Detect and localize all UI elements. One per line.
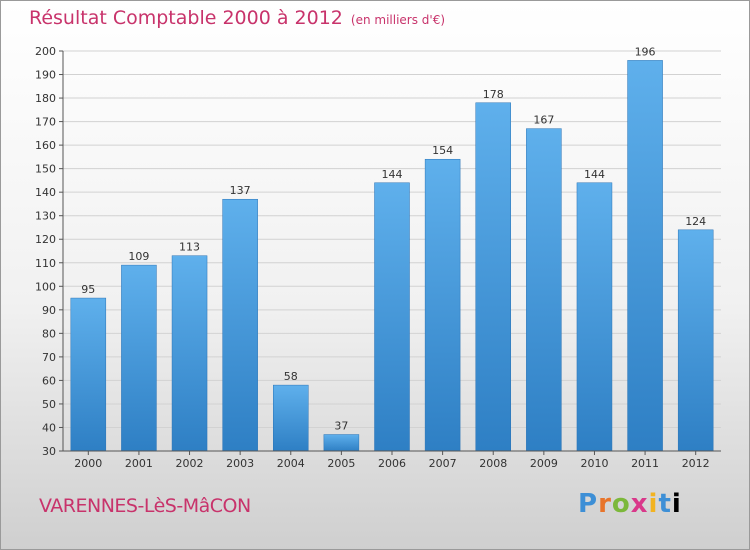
bar-value-label: 109 xyxy=(128,250,149,263)
y-tick-label: 180 xyxy=(35,92,56,105)
logo-letter: x xyxy=(630,489,649,519)
y-tick-label: 170 xyxy=(35,116,56,129)
logo-letter: t xyxy=(658,489,672,519)
logo-letter: i xyxy=(671,489,682,519)
bar xyxy=(424,158,461,452)
y-tick-label: 100 xyxy=(35,280,56,293)
x-tick-label: 2001 xyxy=(125,457,153,470)
bar-value-label: 137 xyxy=(230,184,251,197)
bar xyxy=(121,264,157,452)
x-tick-label: 2005 xyxy=(327,457,355,470)
chart-title: Résultat Comptable 2000 à 2012 (en millie… xyxy=(29,7,445,29)
bar-value-label: 144 xyxy=(584,168,605,181)
y-tick-label: 110 xyxy=(35,257,56,270)
bar xyxy=(374,182,410,452)
bar-value-label: 178 xyxy=(483,88,504,101)
y-tick-label: 130 xyxy=(35,210,56,223)
x-tick-label: 2010 xyxy=(580,457,608,470)
bar xyxy=(576,182,613,452)
bar-value-label: 95 xyxy=(81,283,95,296)
bar-value-label: 113 xyxy=(179,241,200,254)
y-tick-label: 50 xyxy=(42,398,56,411)
y-tick-label: 120 xyxy=(35,233,56,246)
y-tick-label: 30 xyxy=(42,445,56,458)
y-tick-label: 150 xyxy=(35,163,56,176)
x-tick-label: 2008 xyxy=(479,457,507,470)
y-tick-label: 70 xyxy=(42,351,56,364)
y-tick-label: 140 xyxy=(35,186,56,199)
y-tick-label: 200 xyxy=(35,45,56,58)
x-tick-label: 2011 xyxy=(631,457,659,470)
bar xyxy=(526,128,562,452)
logo-letter: o xyxy=(611,489,631,519)
bar xyxy=(222,198,258,452)
bar-value-label: 167 xyxy=(533,114,554,127)
bar xyxy=(323,434,360,452)
title-unit: (en milliers d'€) xyxy=(350,13,446,27)
axes: 30 40 50 60 70 80 90 100 110 120 130 140 150 160 170 18… xyxy=(35,45,721,470)
logo-letter: P xyxy=(578,489,599,519)
x-tick-label: 2009 xyxy=(530,457,558,470)
proxiti-logo[interactable]: Proxiti xyxy=(578,489,682,519)
bar xyxy=(171,255,208,452)
bar-value-label: 58 xyxy=(284,370,298,383)
x-tick-label: 2007 xyxy=(429,457,457,470)
x-tick-label: 2012 xyxy=(682,457,710,470)
y-tick-label: 90 xyxy=(42,304,56,317)
y-tick-label: 80 xyxy=(42,327,56,340)
bar xyxy=(70,297,107,452)
y-tick-label: 60 xyxy=(42,374,56,387)
x-tick-label: 2000 xyxy=(74,457,102,470)
bar-value-label: 37 xyxy=(334,420,348,433)
x-tick-label: 2006 xyxy=(378,457,406,470)
bar xyxy=(475,102,511,452)
y-tick-label: 190 xyxy=(35,69,56,82)
title-text: Résultat Comptable 2000 à 2012 xyxy=(29,7,343,29)
bar-value-label: 154 xyxy=(432,144,453,157)
x-tick-label: 2003 xyxy=(226,457,254,470)
bars: 95 109 113 137 58 37 144 154 178 167 144 196 124 xyxy=(70,45,714,452)
y-tick-label: 40 xyxy=(42,421,56,434)
bar-value-label: 196 xyxy=(635,45,656,58)
bar-value-label: 144 xyxy=(382,168,403,181)
bar-value-label: 124 xyxy=(685,215,706,228)
bar xyxy=(273,384,309,452)
bar xyxy=(627,60,663,452)
location-label: VARENNES-LèS-MâCON xyxy=(39,495,251,517)
y-tick-label: 160 xyxy=(35,139,56,152)
logo-letter: r xyxy=(598,489,612,519)
logo-letter: i xyxy=(648,489,659,519)
x-tick-label: 2004 xyxy=(277,457,305,470)
bar xyxy=(677,229,714,452)
x-tick-label: 2002 xyxy=(176,457,204,470)
